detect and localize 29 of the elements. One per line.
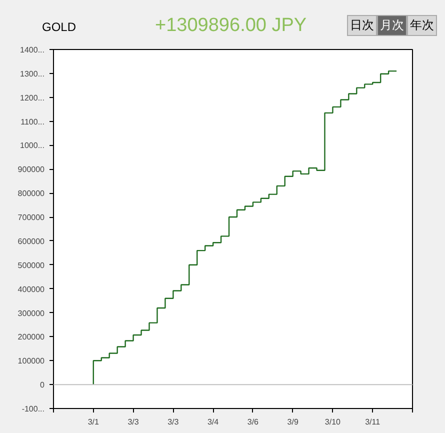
x-tick-label: 3/11 — [365, 418, 381, 426]
y-tick-label: 400000 — [18, 284, 46, 294]
text: 月次 — [377, 15, 407, 36]
text: 年次 — [407, 15, 437, 36]
y-tick-label: 1000... — [20, 141, 45, 150]
x-tick-label: 3/9 — [287, 418, 299, 426]
y-tick-label: 800000 — [18, 189, 46, 198]
x-tick-label: 3/10 — [324, 418, 342, 426]
y-tick-label: 900000 — [18, 165, 46, 174]
chart-title: GOLD — [42, 19, 76, 36]
y-tick-label: 500000 — [18, 260, 46, 270]
x-tick-label: 3/6 — [247, 418, 260, 426]
y-tick-label: 0 — [40, 380, 46, 390]
y-tick-label: 600000 — [18, 236, 46, 246]
x-tick-label: 3/3 — [128, 418, 140, 426]
y-tick-label: 1400... — [20, 46, 45, 54]
x-tick-label: 3/3 — [168, 418, 180, 426]
y-tick-label: 1100... — [20, 117, 45, 126]
chart-subtitle: +1309896.00 JPY — [155, 14, 307, 38]
y-tick-label: 1200... — [20, 93, 45, 102]
y-tick-label: 300000 — [18, 308, 46, 318]
x-tick-label: 3/1 — [88, 418, 100, 426]
y-tick-label: 200000 — [18, 332, 46, 342]
y-tick-label: -100... — [22, 404, 45, 414]
y-tick-label: 100000 — [18, 356, 46, 366]
x-tick-label: 3/4 — [207, 418, 220, 426]
text: 日次 — [347, 15, 377, 36]
y-tick-label: 1300... — [20, 69, 45, 78]
y-tick-label: 700000 — [18, 213, 46, 222]
